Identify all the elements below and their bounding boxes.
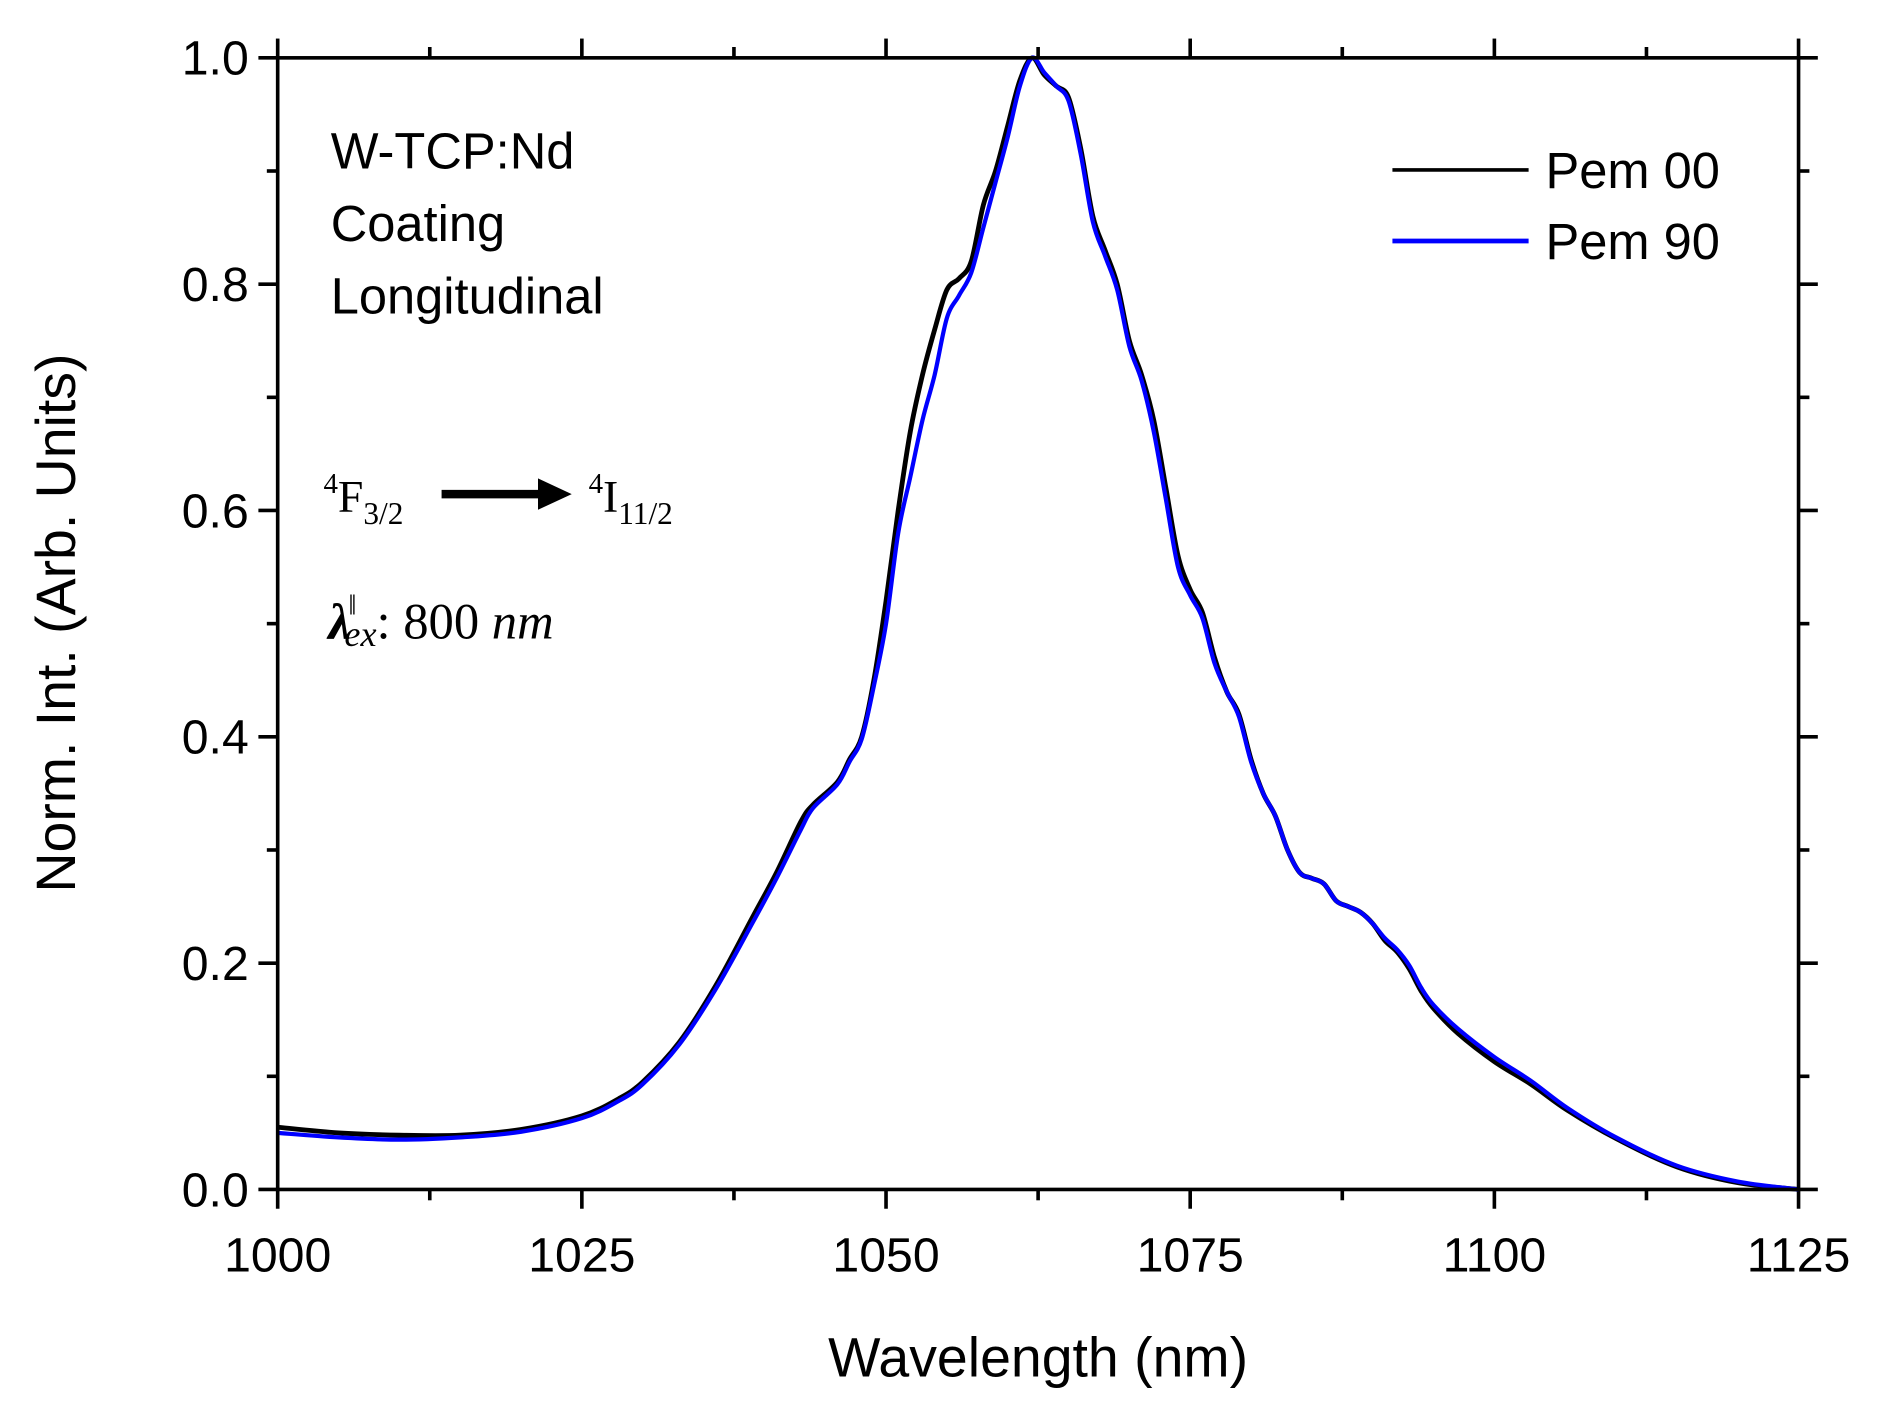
y-tick-label: 0.0 [182,1163,249,1217]
series-lines [277,55,1799,1192]
y-tick-label: 0.6 [182,484,249,538]
excitation-annotation: λǁ ex: 800 nm [326,590,553,654]
y-tick-label: 0.2 [182,937,249,991]
y-tick-label: 0.4 [182,711,249,765]
sample-line: Coating [331,195,505,252]
series-line-pem-90 [277,55,1799,1192]
tick-labels: 1000 1025 1050 1075 1100 1125 0.0 0.2 0.4 0.6 0.8 1… [182,32,1851,1283]
x-tick-label: 1025 [528,1228,635,1282]
arrow-head-icon [537,478,572,510]
transition-annotation: 4F3/2 4I11/2 [323,468,672,531]
transition-to: 4I11/2 [589,468,673,531]
x-tick-label: 1100 [1443,1228,1547,1282]
legend-label-pem-90: Pem 90 [1545,213,1719,270]
legend-label-pem-00: Pem 00 [1545,142,1719,199]
x-tick-label: 1075 [1137,1228,1244,1282]
y-tick-label: 1.0 [182,32,249,86]
sample-line: W-TCP:Nd [331,123,575,180]
x-axis-label: Wavelength (nm) [828,1326,1248,1388]
y-tick-label: 0.8 [182,258,249,312]
y-axis-label: Norm. Int. (Arb. Units) [25,354,87,893]
x-tick-label: 1050 [832,1228,939,1282]
legend: Pem 00 Pem 90 [1392,142,1720,270]
x-tick-label: 1125 [1747,1228,1851,1282]
plot-frame [275,56,1801,1192]
sample-annotation: W-TCP:Nd Coating Longitudinal [331,123,604,325]
transition-from: 4F3/2 [323,468,403,531]
x-tick-label: 1000 [224,1228,331,1282]
sample-line: Longitudinal [331,267,604,324]
